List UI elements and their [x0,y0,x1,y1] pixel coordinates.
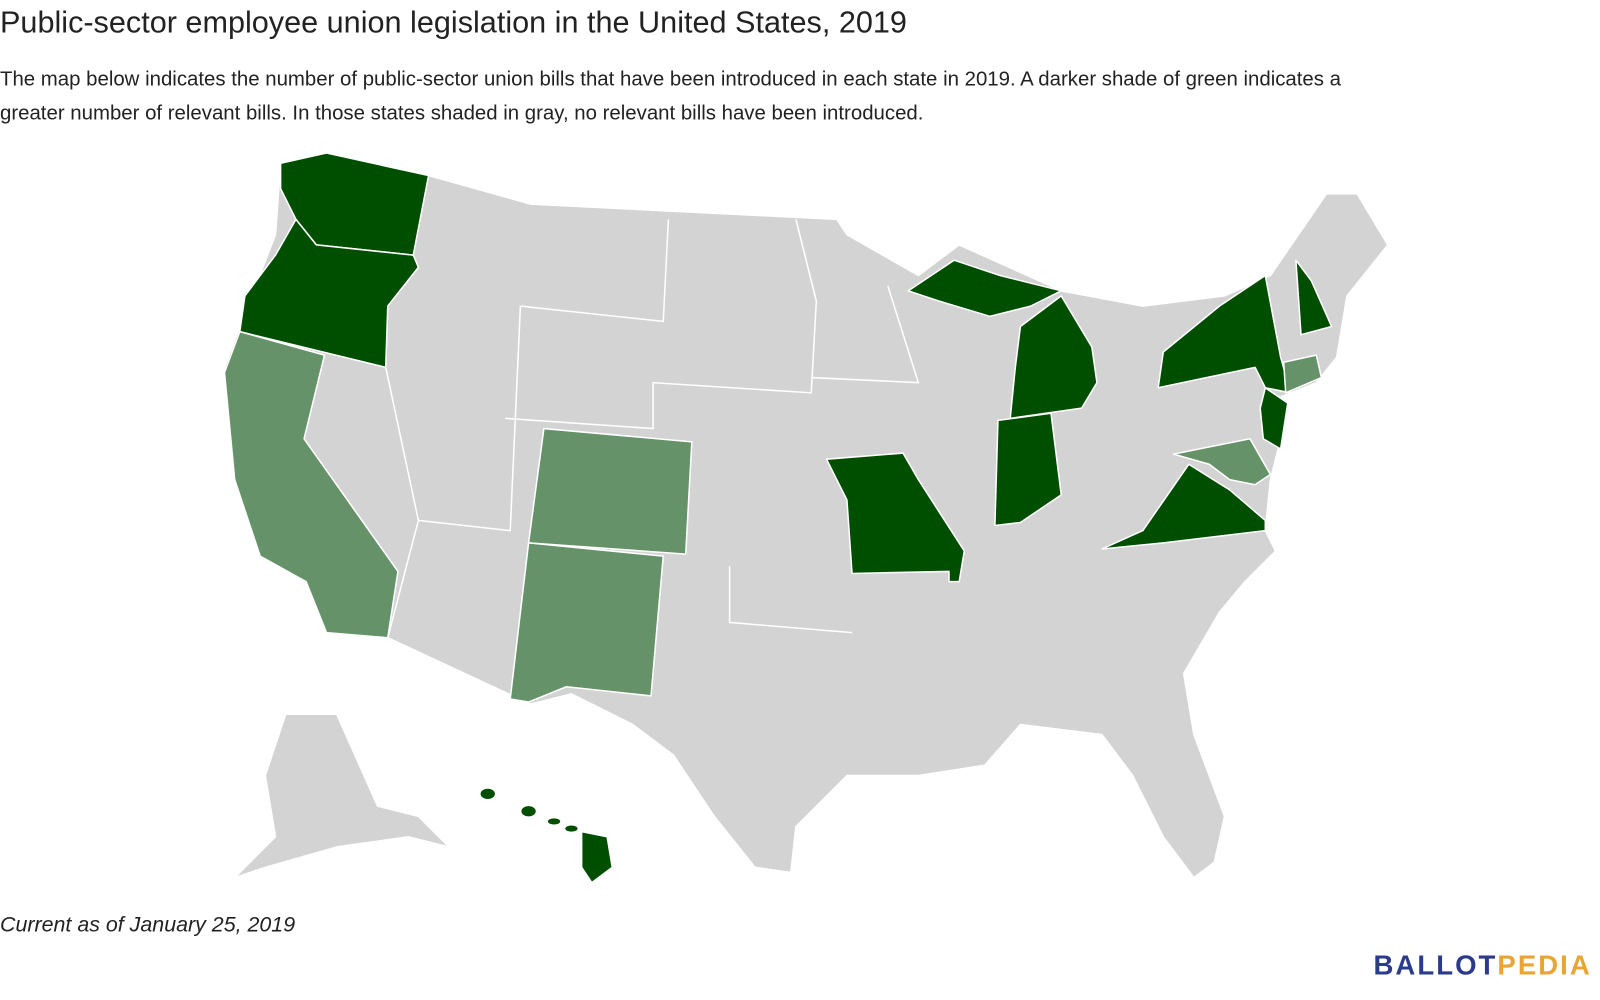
logo: BALLOTPEDIA [1373,949,1591,980]
state-border [811,285,920,384]
state-border [505,219,818,430]
state [1282,354,1323,394]
state [1157,274,1292,394]
state [1009,295,1098,420]
description: greater number of relevant bills. In tho… [0,102,923,124]
state-border [387,520,420,638]
island [547,818,561,825]
state [580,830,614,884]
state [223,330,399,639]
island [480,788,495,799]
state [1295,259,1333,336]
state [233,713,450,879]
note: Current as of January 25, 2019 [0,913,295,937]
state [907,259,1062,318]
state [1101,463,1267,550]
state [1172,438,1272,486]
state [509,542,665,703]
state [1259,386,1289,450]
state-border [728,566,853,634]
description: The map below indicates the number of pu… [0,69,1342,91]
logo-part: PEDIA [1497,949,1591,980]
us-map [223,152,1389,884]
logo-part: BALLOT [1373,949,1497,980]
state [527,427,693,555]
island [521,806,536,817]
title: Public-sector employee union legislation… [0,6,907,40]
state [825,452,966,583]
state [223,162,1389,879]
state [239,218,420,369]
island [565,825,578,832]
